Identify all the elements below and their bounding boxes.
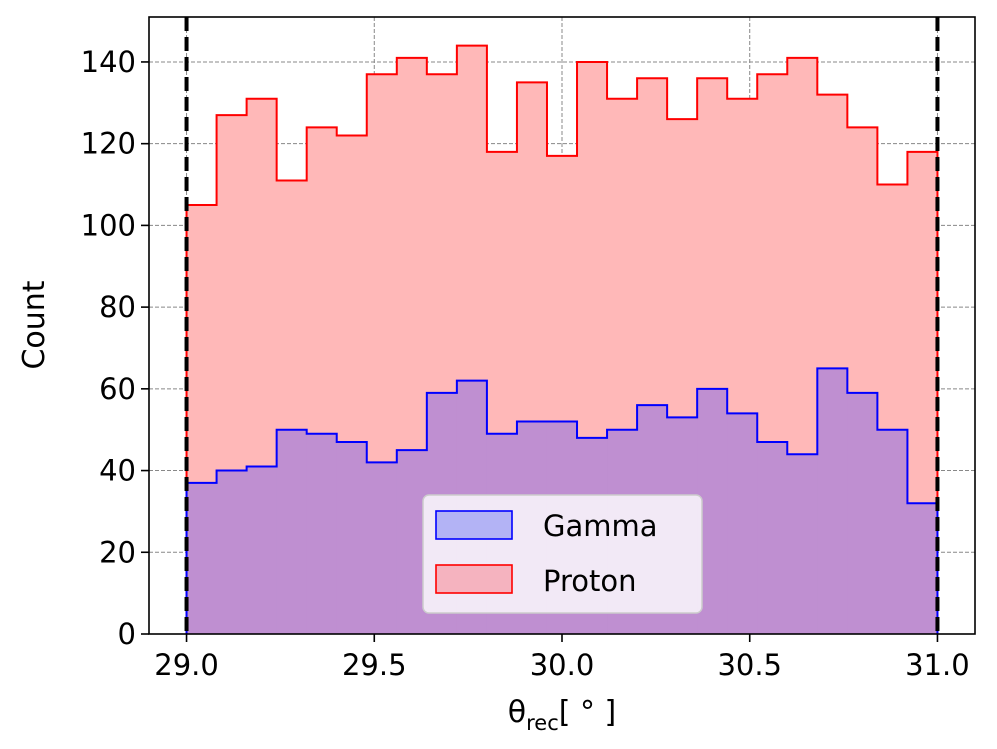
- proton-step-outline: [185, 44, 939, 634]
- gamma-bar-19: [757, 441, 788, 634]
- y-tick-label-6: 120: [81, 127, 136, 161]
- gamma-bar-22: [847, 392, 878, 634]
- x-axis-label: θrec[ ° ]: [508, 695, 616, 735]
- gamma-step-outline: [185, 367, 939, 634]
- gamma-bar-21: [817, 368, 848, 634]
- legend-swatch-proton: [435, 564, 513, 594]
- bound-lines: [184, 17, 940, 634]
- x-tick-label-3: 30.5: [717, 648, 782, 682]
- x-tick-label-4: 31.0: [905, 648, 970, 682]
- gamma-bar-0: [186, 482, 218, 634]
- gamma-bar-2: [246, 466, 278, 634]
- legend-label-proton: Proton: [543, 564, 637, 598]
- y-tick-label-4: 80: [99, 290, 136, 324]
- x-tick-label-0: 29.0: [154, 648, 219, 682]
- axis-ticks: 29.0 29.5 30.0 30.5 31.0 0 20 40 60 80 100 120 140: [81, 45, 970, 682]
- gamma-bar-24: [907, 503, 939, 634]
- y-tick-label-3: 60: [99, 372, 136, 406]
- y-tick-label-5: 100: [81, 208, 136, 242]
- x-axis-label-symbol: θ: [508, 695, 526, 730]
- gamma-bar-3: [276, 429, 308, 634]
- gamma-bar-18: [727, 413, 758, 634]
- y-axis-label: Count: [17, 280, 52, 369]
- y-tick-label-1: 20: [99, 535, 136, 569]
- gamma-bar-4: [306, 433, 338, 634]
- y-tick-label-2: 40: [99, 454, 136, 488]
- y-tick-label-7: 140: [81, 45, 136, 79]
- x-axis-label-subscript: rec: [526, 711, 559, 735]
- legend: Gamma Proton: [422, 494, 703, 614]
- gamma-bar-23: [877, 429, 909, 634]
- gamma-bar-1: [216, 470, 248, 634]
- gamma-bar-20: [787, 454, 818, 634]
- y-tick-label-0: 0: [118, 617, 136, 651]
- x-axis-label-unit: [ ° ]: [559, 695, 616, 730]
- gamma-bar-6: [366, 462, 398, 634]
- legend-swatch-gamma: [435, 510, 513, 540]
- x-tick-label-1: 29.5: [342, 648, 407, 682]
- x-tick-label-2: 30.0: [530, 648, 595, 682]
- gamma-bar-5: [336, 441, 368, 634]
- legend-label-gamma: Gamma: [543, 509, 658, 543]
